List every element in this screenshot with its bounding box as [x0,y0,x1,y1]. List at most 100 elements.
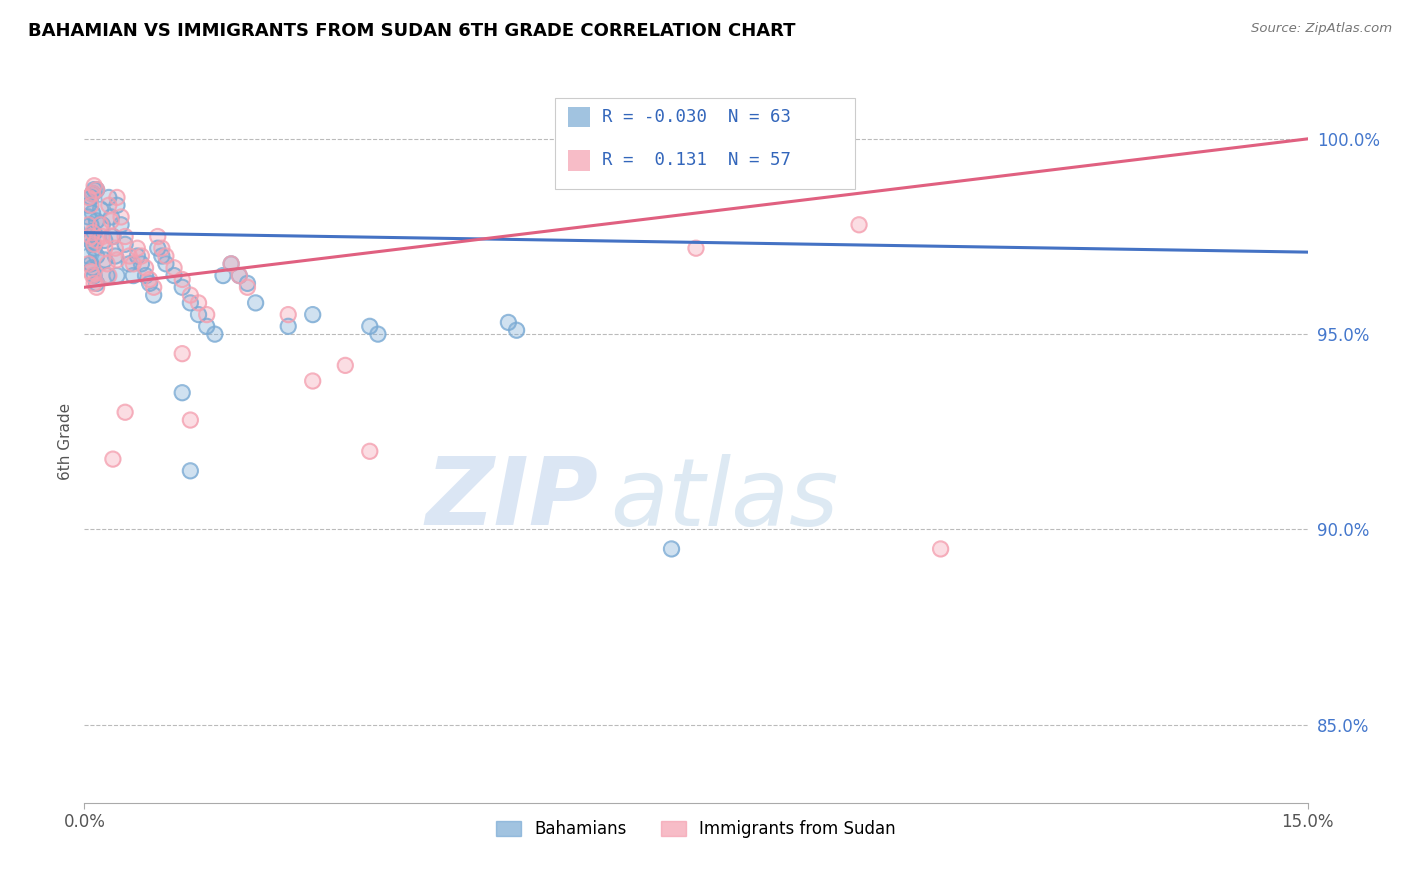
Point [204,327,226,342]
Point [163,260,186,275]
Point [245,296,267,310]
Point [82,237,104,252]
Point [335,359,357,373]
Point [91,218,114,232]
Point [105,190,128,204]
Point [138,272,160,286]
Point [187,308,209,322]
Point [83,241,105,255]
Point [77,257,100,271]
Text: R =  0.131  N = 57: R = 0.131 N = 57 [602,152,790,169]
Point [127,249,149,263]
Point [77,229,100,244]
Point [82,186,104,201]
Point [97,198,120,212]
Point [505,323,527,337]
Point [172,272,194,286]
Point [114,237,136,252]
Point [77,198,100,212]
Point [101,452,124,467]
Point [685,241,707,255]
Point [195,319,218,334]
Point [179,296,201,310]
Point [138,277,160,291]
Point [228,268,250,283]
Point [86,234,108,248]
Point [146,229,169,244]
Point [100,214,122,228]
Point [101,229,124,244]
Point [172,272,194,286]
Point [498,315,520,329]
Point [236,280,259,294]
Point [135,268,157,283]
Point [118,249,141,263]
Point [219,257,242,271]
Point [97,190,120,204]
Point [359,444,381,458]
Point [90,218,112,232]
Point [82,260,104,275]
Y-axis label: 6th Grade: 6th Grade [58,403,73,480]
Point [179,288,201,302]
Point [131,249,153,263]
Point [82,186,104,201]
Point [77,190,100,204]
Point [80,190,103,204]
Point [77,249,100,263]
Point [93,234,115,248]
Point [82,186,104,201]
Point [82,206,104,220]
Point [219,257,242,271]
Point [150,249,173,263]
Point [118,249,141,263]
Text: atlas: atlas [610,454,838,545]
Point [91,229,114,244]
Point [277,308,299,322]
Point [77,210,100,224]
Point [97,198,120,212]
Point [105,190,128,204]
Point [179,413,201,427]
Point [277,319,299,334]
Point [82,226,104,240]
Point [97,268,120,283]
Point [114,229,136,244]
Point [77,249,100,263]
Point [228,268,250,283]
Text: ZIP: ZIP [425,453,598,545]
Point [142,288,165,302]
FancyBboxPatch shape [568,151,589,170]
Point [848,218,870,232]
Point [83,178,105,193]
Point [86,277,108,291]
Point [100,214,122,228]
Point [661,541,683,556]
Point [277,319,299,334]
Point [101,229,124,244]
Point [101,452,124,467]
Point [236,277,259,291]
Point [80,257,103,271]
Point [212,268,235,283]
Point [138,277,160,291]
Point [138,272,160,286]
Point [114,405,136,419]
Point [195,308,218,322]
Point [105,268,128,283]
Point [172,346,194,360]
Point [77,210,100,224]
Point [83,268,105,283]
Point [86,183,108,197]
Point [80,198,103,212]
Point [82,268,104,283]
Point [122,257,145,271]
Point [90,202,112,216]
Point [83,178,105,193]
Point [150,241,173,255]
Point [131,257,153,271]
Point [80,190,103,204]
Point [86,249,108,263]
Point [93,252,115,267]
Point [127,241,149,255]
